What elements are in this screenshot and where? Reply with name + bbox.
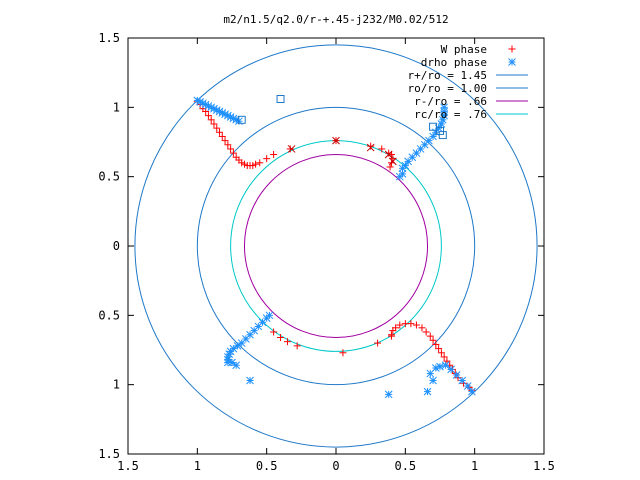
point-s1-60 (463, 382, 472, 390)
point-s1-50 (232, 361, 241, 370)
x-tick-label-5: 1 (471, 459, 478, 473)
y-tick-label-4: 0.5 (98, 308, 120, 322)
point-s1-52 (384, 390, 393, 399)
point-s0-5 (207, 116, 215, 124)
data-points (193, 95, 476, 399)
legend-swatch-1 (508, 58, 516, 66)
point-s0-7 (213, 124, 221, 132)
point-s0-13 (229, 149, 237, 157)
reference-circle-1 (196, 106, 476, 386)
axis-ticks: 1.5 1 0.5 0 0.5 1 1.51.510.500.511.5 (98, 31, 555, 473)
legend-label-5: rc/ro = .76 (414, 108, 487, 121)
point-s0-12 (227, 145, 235, 153)
legend-label-2: r+/ro = 1.45 (408, 69, 487, 82)
y-tick-label-1: 1 (113, 100, 120, 114)
point-s1-51 (246, 376, 254, 385)
point-s2-3 (384, 150, 393, 159)
point-s0-23 (263, 155, 271, 163)
point-s2-0 (332, 136, 340, 145)
point-s0-21 (252, 160, 260, 168)
point-s3-3 (436, 126, 444, 135)
point-s3-1 (276, 95, 285, 104)
y-tick-label-5: 1 (113, 378, 120, 392)
legend-swatch-0 (508, 45, 516, 53)
point-s0-27 (367, 142, 375, 150)
point-s0-9 (218, 132, 226, 140)
y-tick-label-2: 0.5 (98, 170, 120, 184)
point-s1-63 (423, 387, 432, 396)
point-s0-61 (339, 349, 347, 357)
point-s0-39 (407, 320, 415, 328)
point-s0-8 (216, 128, 224, 136)
legend-label-4: r-/ro = .66 (414, 95, 487, 108)
point-s0-63 (387, 332, 395, 340)
legend-label-0: W phase (441, 43, 487, 56)
point-s3-2 (429, 122, 438, 131)
point-s2-1 (287, 145, 296, 153)
point-s0-60 (293, 342, 301, 350)
x-tick-label-4: 0.5 (394, 459, 416, 473)
point-s1-38 (250, 326, 259, 335)
point-s0-59 (283, 338, 291, 346)
x-tick-label-0: 1.5 (117, 459, 139, 473)
point-s0-42 (422, 328, 430, 336)
point-s1-55 (436, 362, 444, 371)
point-s0-43 (426, 332, 434, 340)
reference-circle-2 (243, 153, 429, 339)
legend-label-1: drho phase (421, 56, 487, 69)
point-s0-46 (435, 345, 443, 353)
point-s2-4 (388, 157, 397, 166)
point-s0-25 (286, 145, 294, 153)
point-s1-62 (429, 376, 437, 385)
point-s1-33 (395, 172, 404, 181)
y-tick-label-3: 0 (113, 239, 120, 253)
point-s0-41 (418, 324, 426, 332)
point-s3-0 (237, 115, 246, 124)
point-s0-36 (392, 324, 400, 332)
point-s0-47 (437, 349, 445, 357)
point-s0-11 (224, 141, 232, 149)
point-s0-24 (270, 150, 278, 158)
x-tick-label-1: 1 (194, 459, 201, 473)
point-s0-44 (429, 336, 437, 344)
point-s0-62 (374, 339, 382, 347)
point-s1-35 (262, 314, 271, 322)
point-s0-6 (210, 120, 218, 128)
reference-circle-0 (134, 44, 538, 448)
point-s1-49 (228, 358, 236, 367)
x-tick-label-3: 0 (332, 459, 339, 473)
point-s0-45 (432, 340, 440, 348)
point-s3-4 (438, 131, 447, 140)
x-tick-label-2: 0.5 (256, 459, 278, 473)
point-s0-58 (277, 334, 285, 342)
point-s0-22 (256, 159, 264, 167)
y-tick-label-0: 1.5 (98, 31, 120, 45)
point-s0-10 (221, 137, 229, 145)
point-s0-57 (270, 328, 278, 336)
chart-title: m2/n1.5/q2.0/r-+.45-j232/M0.02/512 (223, 13, 448, 26)
point-s1-36 (258, 318, 267, 327)
point-s1-27 (437, 120, 446, 128)
legend-label-3: ro/ro = 1.00 (408, 82, 487, 95)
point-s1-56 (441, 361, 450, 370)
x-tick-label-6: 1.5 (533, 459, 555, 473)
y-tick-label-6: 1.5 (98, 447, 120, 461)
point-s0-28 (378, 145, 386, 153)
point-s0-4 (204, 112, 212, 120)
point-s1-31 (440, 103, 449, 112)
point-s0-37 (396, 321, 404, 329)
point-s0-40 (412, 321, 420, 329)
point-s1-2 (199, 99, 207, 108)
point-s0-48 (440, 353, 448, 361)
point-s1-61 (468, 387, 476, 396)
point-s2-2 (366, 143, 375, 152)
